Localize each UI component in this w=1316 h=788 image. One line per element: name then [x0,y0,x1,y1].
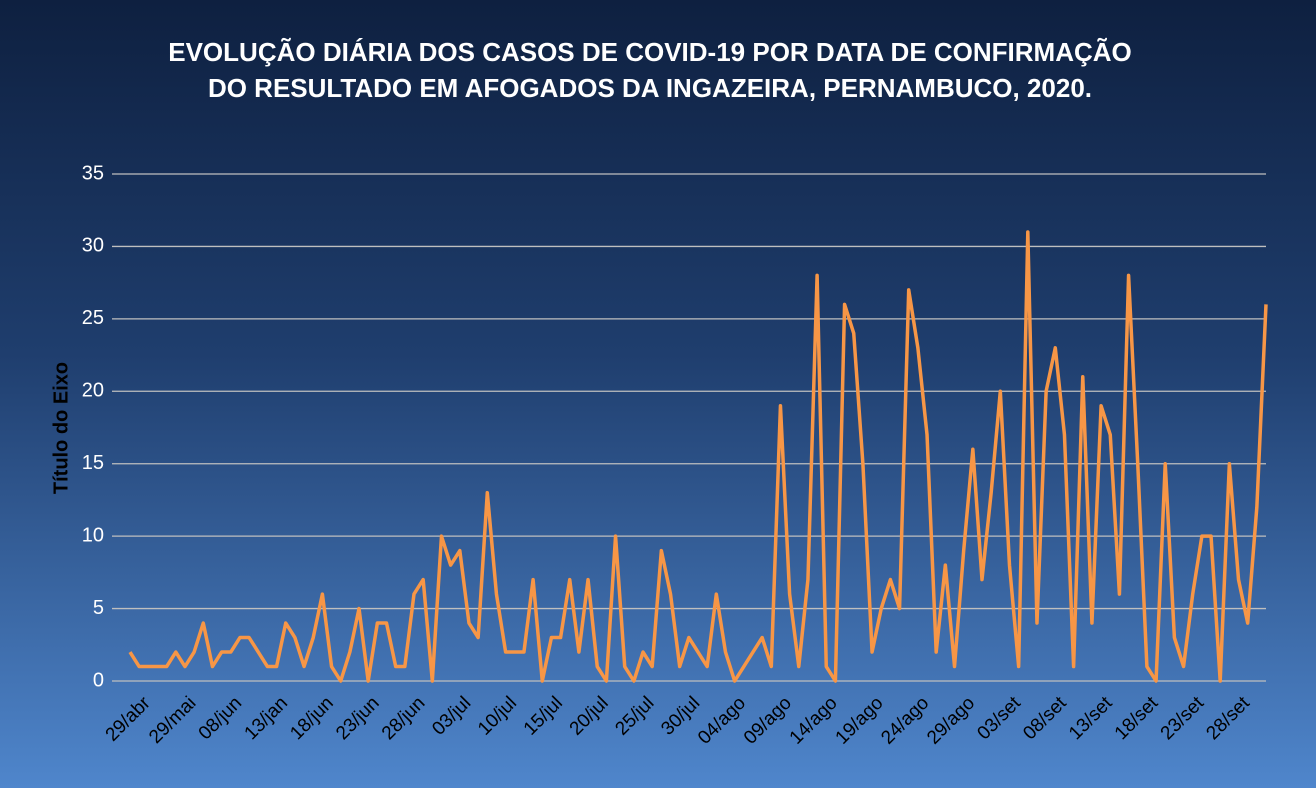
x-tick-label: 08/set [1019,692,1071,744]
y-tick-label: 25 [82,307,104,329]
x-tick-label: 14/ago [786,693,842,749]
x-tick-label: 24/ago [877,693,933,749]
x-tick-label: 20/jul [566,693,613,740]
x-tick-label: 23/set [1157,692,1209,744]
x-tick-label: 29/ago [923,693,979,749]
x-tick-label: 23/jun [332,693,383,744]
chart-title: EVOLUÇÃO DIÁRIA DOS CASOS DE COVID-19 PO… [168,37,1132,103]
data-line [128,230,1268,683]
x-tick-label: 19/ago [832,693,888,749]
x-tick-label: 15/jul [520,693,567,740]
x-tick-label: 29/abr [102,692,155,745]
x-tick-label: 10/jul [474,693,521,740]
x-tick-label: 28/jun [378,693,429,744]
x-tick-label: 28/set [1202,692,1254,744]
x-tick-label: 08/jun [195,693,246,744]
x-tick-label: 25/jul [611,693,658,740]
x-tick-label: 13/jan [241,693,292,744]
x-tick-label: 04/ago [694,693,750,749]
y-tick-label: 30 [82,235,104,257]
y-tick-label: 5 [93,597,104,619]
y-tick-label: 35 [82,162,104,184]
y-tick-label: 15 [82,452,104,474]
x-tick-label: 29/mai [145,693,200,748]
x-tick-label: 18/set [1111,692,1163,744]
x-tick-label: 18/jun [286,693,337,744]
y-tick-label: 0 [93,669,104,691]
x-tick-label: 03/set [973,692,1025,744]
y-tick-label: 10 [82,524,104,546]
x-tick-label: 09/ago [740,693,796,749]
x-tick-label: 13/set [1065,692,1117,744]
y-tick-label: 20 [82,380,104,402]
y-axis-label: Título do Eixo [50,362,72,494]
x-tick-label: 03/jul [428,693,475,740]
